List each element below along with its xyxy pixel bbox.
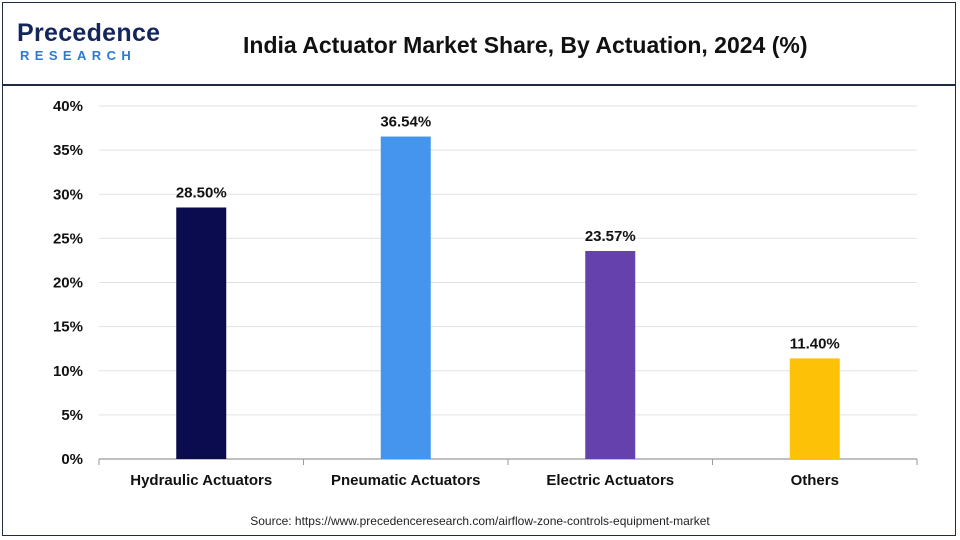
x-tick-label: Pneumatic Actuators xyxy=(331,472,480,489)
data-label: 28.50% xyxy=(176,184,227,201)
y-tick-label: 5% xyxy=(61,407,83,424)
bar xyxy=(585,250,636,459)
precedence-research-logo: Precedence RESEARCH xyxy=(17,19,167,69)
bar xyxy=(380,136,431,460)
header: Precedence RESEARCH India Actuator Marke… xyxy=(3,3,955,86)
logo-subtitle: RESEARCH xyxy=(20,48,137,63)
bar-chart: 0% 5% 10% 15% 20% 25% 30% 35% 40% 28.50% Hydraulic… xyxy=(53,98,918,489)
chart-title: India Actuator Market Share, By Actuatio… xyxy=(243,32,808,58)
x-tick-label: Others xyxy=(791,472,839,489)
x-tick-label: Hydraulic Actuators xyxy=(130,472,272,489)
y-tick-label: 10% xyxy=(53,363,83,380)
y-tick-label: 35% xyxy=(53,142,83,159)
y-tick-label: 25% xyxy=(53,230,83,247)
logo-wordmark: Precedence xyxy=(17,19,161,47)
y-tick-label: 15% xyxy=(53,319,83,336)
data-label: 11.40% xyxy=(790,335,840,352)
bar xyxy=(789,358,840,459)
y-tick-label: 20% xyxy=(53,275,83,292)
y-tick-label: 0% xyxy=(61,451,83,468)
data-label: 23.57% xyxy=(585,228,636,245)
y-tick-label: 40% xyxy=(53,98,83,115)
source-note: Source: https://www.precedenceresearch.c… xyxy=(250,514,710,528)
x-tick-label: Electric Actuators xyxy=(546,472,674,489)
data-label: 36.54% xyxy=(380,114,431,131)
bar xyxy=(176,207,227,459)
y-tick-label: 30% xyxy=(53,186,83,203)
